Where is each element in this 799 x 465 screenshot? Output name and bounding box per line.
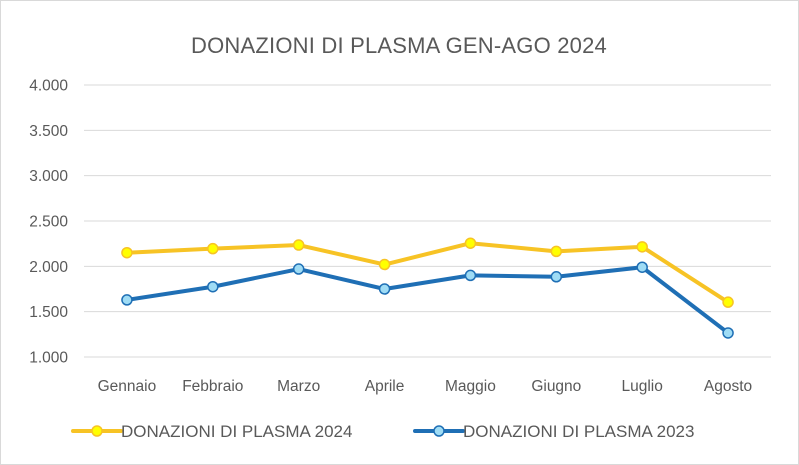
y-tick-label: 4.000: [29, 78, 68, 95]
y-tick-label: 3.000: [29, 168, 68, 185]
series-2023: [121, 261, 734, 339]
legend-label: DONAZIONI DI PLASMA 2023: [463, 422, 694, 441]
data-point: [207, 242, 219, 255]
series-line: [124, 265, 731, 335]
gridlines: [84, 84, 771, 358]
legend-swatch-marker: [433, 425, 445, 437]
data-point: [464, 237, 477, 249]
data-point: [636, 261, 648, 273]
data-point: [550, 245, 563, 258]
data-point: [550, 271, 563, 283]
legend: DONAZIONI DI PLASMA 2024 DONAZIONI DI PLA…: [71, 422, 694, 441]
legend-item: DONAZIONI DI PLASMA 2023: [413, 422, 694, 441]
data-point: [292, 263, 305, 275]
x-tick-label: Febbraio: [182, 378, 243, 395]
data-point: [378, 258, 391, 271]
x-tick-label: Maggio: [445, 378, 496, 395]
series-lines: [121, 237, 734, 339]
data-point: [292, 239, 305, 251]
y-tick-label: 1.000: [29, 350, 68, 367]
series-2024: [121, 237, 734, 308]
data-point: [636, 241, 648, 253]
y-tick-label: 2.000: [29, 259, 68, 276]
data-point: [722, 296, 734, 308]
data-point: [464, 269, 477, 282]
x-axis-tick-labels: Gennaio Febbraio Marzo Aprile Maggio Giugno Lu…: [98, 378, 753, 395]
legend-label: DONAZIONI DI PLASMA 2024: [121, 422, 352, 441]
data-point: [121, 294, 133, 306]
x-tick-label: Aprile: [365, 378, 405, 395]
x-tick-label: Marzo: [277, 378, 320, 395]
y-axis-tick-labels: 1.000 1.500 2.000 2.500 3.000 3.500 4.000: [29, 78, 68, 367]
data-point: [121, 246, 133, 259]
data-point: [378, 283, 391, 295]
legend-item: DONAZIONI DI PLASMA 2024: [71, 422, 352, 441]
chart-title: DONAZIONI DI PLASMA GEN-AGO 2024: [191, 33, 607, 58]
x-tick-label: Agosto: [704, 378, 752, 395]
x-tick-label: Gennaio: [98, 378, 157, 395]
x-tick-label: Luglio: [622, 378, 663, 395]
data-point: [722, 327, 734, 339]
legend-swatch-marker: [91, 425, 103, 437]
y-tick-label: 1.500: [29, 304, 68, 321]
series-line: [124, 241, 731, 305]
y-tick-label: 2.500: [29, 214, 68, 231]
x-tick-label: Giugno: [531, 378, 581, 395]
data-point: [207, 280, 219, 293]
y-tick-label: 3.500: [29, 123, 68, 140]
